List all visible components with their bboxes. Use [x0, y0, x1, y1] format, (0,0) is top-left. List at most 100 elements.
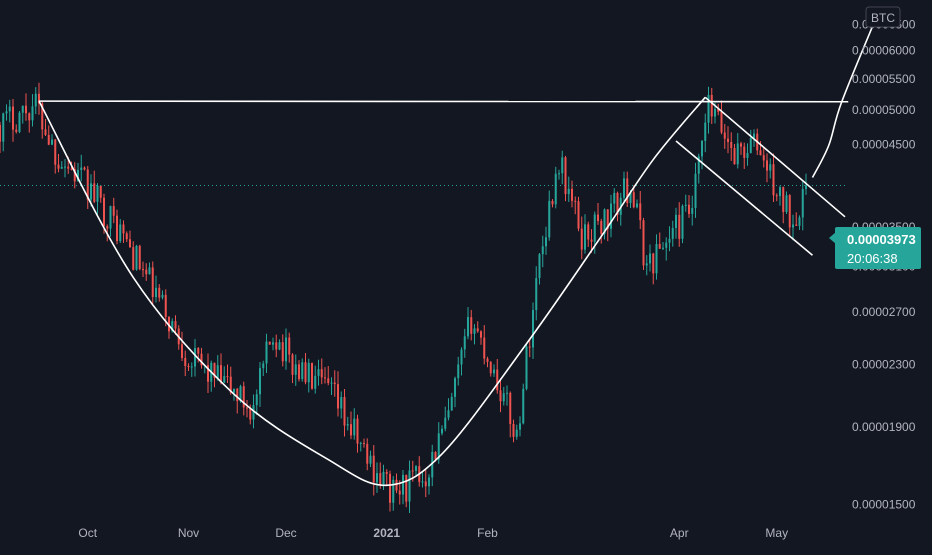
candle — [190, 362, 193, 377]
candle-body — [710, 94, 713, 117]
candle-body — [460, 349, 463, 365]
candle-body — [726, 138, 730, 142]
candle — [50, 134, 54, 146]
candle-body — [603, 209, 606, 234]
candle — [336, 371, 340, 417]
candle — [512, 419, 515, 443]
candle — [206, 353, 210, 393]
candle-body — [232, 388, 236, 393]
candle — [161, 290, 164, 300]
candle-body — [70, 168, 73, 170]
candle — [564, 155, 567, 202]
candle-body — [249, 407, 252, 420]
candle-body — [73, 168, 76, 182]
candle-body — [759, 150, 762, 156]
candle — [687, 195, 691, 218]
candle-body — [554, 173, 557, 205]
candle — [639, 190, 642, 230]
candle — [655, 234, 658, 280]
candle — [704, 113, 707, 153]
candle-body — [801, 189, 804, 218]
candle-body — [171, 321, 174, 332]
channel-upper-line[interactable] — [704, 96, 846, 218]
candle-body — [700, 140, 704, 157]
candle — [788, 194, 791, 237]
candle — [600, 218, 603, 244]
time-axis[interactable]: Oct Nov Dec 2021 Feb Apr May — [78, 526, 788, 540]
candle — [515, 424, 518, 440]
price-axis[interactable]: 0.000065000.000060000.000055000.00005000… — [852, 17, 916, 511]
candle-body — [236, 388, 239, 402]
candle-body — [466, 317, 470, 337]
candle-body — [28, 113, 31, 121]
candle-body — [739, 143, 743, 147]
candle — [294, 354, 297, 386]
candle — [236, 387, 239, 414]
candle — [470, 309, 473, 341]
candle-body — [223, 376, 226, 383]
candle-body — [434, 452, 437, 460]
candle-body — [541, 246, 544, 255]
candle — [769, 158, 772, 179]
candle-body — [96, 185, 99, 202]
resistance-line[interactable] — [38, 100, 849, 103]
candle — [18, 110, 21, 134]
channel-lower-line[interactable] — [675, 140, 814, 256]
cup-curve[interactable] — [38, 96, 706, 487]
candle — [385, 469, 388, 486]
candle-body — [187, 365, 190, 368]
candle — [197, 347, 200, 363]
candles-layer — [0, 82, 808, 514]
candle-body — [125, 233, 128, 240]
candle — [658, 232, 661, 249]
trendline-drawings[interactable] — [38, 14, 879, 487]
candle-body — [372, 455, 375, 483]
candle — [343, 388, 346, 437]
candle — [242, 381, 245, 416]
candle-body — [115, 215, 119, 242]
candle-body — [447, 410, 450, 418]
breakout-projection[interactable] — [811, 14, 879, 178]
candle — [479, 330, 483, 345]
candle — [174, 315, 177, 335]
candle — [616, 191, 619, 222]
candle — [284, 328, 288, 370]
candle-body — [8, 106, 11, 112]
candle — [648, 244, 652, 272]
candle — [509, 391, 512, 438]
candle-body — [226, 376, 229, 378]
candle — [463, 328, 466, 358]
candle-body — [375, 473, 379, 483]
candle-body — [242, 386, 245, 408]
candle — [726, 126, 730, 154]
candle — [791, 214, 795, 241]
candle-body — [788, 195, 791, 228]
candle — [707, 86, 710, 134]
candle-body — [492, 369, 496, 374]
candle-body — [255, 394, 258, 406]
candle — [291, 353, 294, 384]
candle-body — [288, 337, 291, 355]
candle-body — [122, 224, 125, 234]
candle-body — [528, 346, 531, 348]
candle — [444, 406, 447, 432]
candle-body — [18, 112, 21, 132]
candle — [262, 360, 265, 377]
candle-body — [694, 173, 697, 209]
candle — [694, 162, 697, 218]
candle-body — [483, 337, 486, 359]
candle-body — [2, 113, 5, 142]
candle — [492, 364, 496, 377]
candle-body — [297, 364, 301, 380]
candle — [674, 207, 678, 239]
currency-badge[interactable]: BTC — [865, 6, 901, 28]
candle — [44, 118, 47, 136]
candle — [785, 191, 788, 214]
candle-body — [60, 167, 63, 169]
candle — [476, 321, 479, 333]
candle-body — [671, 227, 674, 239]
candle — [398, 480, 401, 505]
candle — [83, 166, 86, 171]
